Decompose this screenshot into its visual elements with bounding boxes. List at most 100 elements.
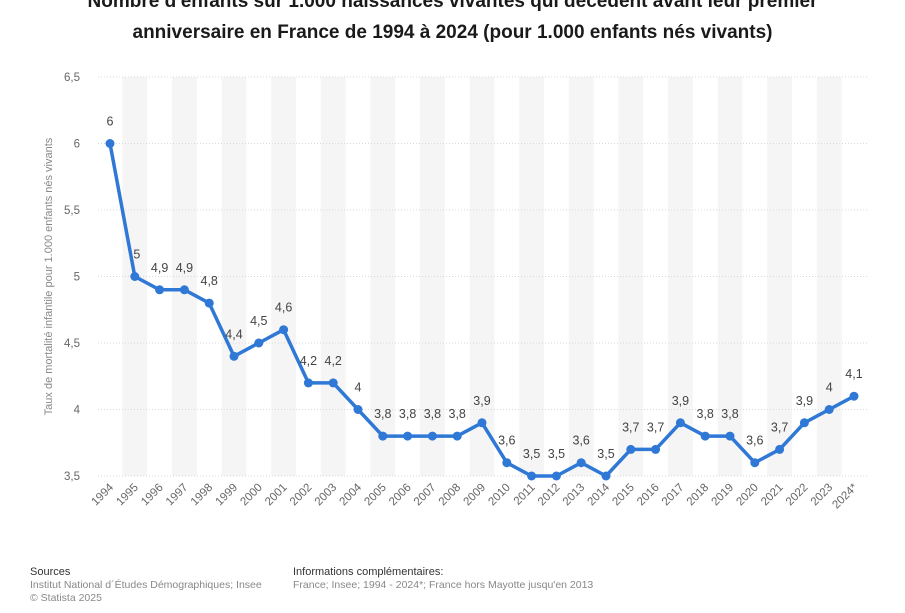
data-label: 3,6 <box>573 434 590 448</box>
data-point <box>527 471 537 481</box>
data-label: 3,6 <box>746 434 763 448</box>
x-tick-label: 1996 <box>139 482 166 509</box>
data-label: 6 <box>107 115 114 129</box>
chart-title: Nombre d'enfants sur 1.000 naissances vi… <box>0 0 905 48</box>
x-axis-ticks: 1994199519961997199819992000200120022003… <box>90 481 861 511</box>
data-label: 5 <box>133 248 140 262</box>
x-tick-label: 2010 <box>486 482 513 509</box>
data-point <box>775 444 785 454</box>
column-band <box>816 77 842 476</box>
data-label: 3,8 <box>449 407 466 421</box>
x-tick-label: 2013 <box>561 482 588 509</box>
data-point <box>700 431 710 441</box>
footer-sources: Sources Institut National d´Études Démog… <box>30 566 262 605</box>
column-band <box>618 77 644 476</box>
data-label: 3,6 <box>498 434 515 448</box>
info-heading: Informations complémentaires: <box>293 566 444 578</box>
data-label: 3,8 <box>721 407 738 421</box>
data-label: 3,8 <box>424 407 441 421</box>
x-tick-label: 2018 <box>685 482 712 509</box>
data-point <box>378 431 388 441</box>
data-point <box>353 405 363 414</box>
y-tick-label: 6,5 <box>64 72 80 84</box>
data-point <box>204 298 214 308</box>
x-tick-label: 2024* <box>830 481 860 511</box>
data-points <box>105 139 859 481</box>
data-point <box>824 405 834 414</box>
y-tick-label: 4,5 <box>64 338 80 350</box>
x-tick-label: 2005 <box>362 482 389 509</box>
data-point <box>551 471 561 481</box>
grid-lines <box>98 76 868 477</box>
data-point <box>254 338 264 348</box>
y-tick-label: 3,5 <box>64 471 80 483</box>
data-point <box>155 285 165 295</box>
chart-title-line-2: anniversaire en France de 1994 à 2024 (p… <box>132 22 773 43</box>
x-tick-label: 2020 <box>734 482 761 509</box>
data-label: 4,5 <box>250 314 267 328</box>
data-label: 4,2 <box>325 354 342 368</box>
data-label: 4,9 <box>176 261 193 275</box>
data-point <box>502 458 512 468</box>
column-band <box>717 77 743 476</box>
chart-title-line-1: Nombre d'enfants sur 1.000 naissances vi… <box>87 0 818 12</box>
data-label: 4 <box>355 381 362 395</box>
data-point <box>477 418 487 428</box>
x-tick-label: 1995 <box>114 482 141 509</box>
data-point <box>105 139 115 148</box>
x-tick-label: 2019 <box>710 482 737 509</box>
data-point <box>229 351 239 361</box>
data-point <box>799 418 809 428</box>
data-label: 3,5 <box>548 447 565 461</box>
y-axis-label: Taux de mortalité infantile pour 1.000 e… <box>43 137 55 415</box>
x-tick-label: 1994 <box>90 481 117 508</box>
column-band <box>172 77 197 476</box>
data-label: 3,7 <box>647 420 664 434</box>
x-tick-label: 2009 <box>462 482 489 509</box>
y-tick-label: 4 <box>74 405 81 417</box>
data-point <box>130 272 140 281</box>
data-label: 3,9 <box>473 394 490 408</box>
data-label: 3,5 <box>597 447 614 461</box>
x-tick-label: 2006 <box>387 482 414 509</box>
data-label: 4,6 <box>275 301 292 315</box>
data-point <box>403 431 413 441</box>
data-point <box>179 285 189 295</box>
x-tick-label: 2021 <box>759 482 786 509</box>
x-tick-label: 2015 <box>610 482 637 509</box>
sources-heading: Sources <box>30 566 71 578</box>
data-label: 3,8 <box>697 407 714 421</box>
data-label: 3,5 <box>523 447 540 461</box>
column-band <box>271 77 296 476</box>
y-tick-label: 6 <box>74 139 80 151</box>
data-label: 3,9 <box>796 394 813 408</box>
y-tick-label: 5 <box>74 272 80 284</box>
data-label: 3,7 <box>622 420 639 434</box>
data-point <box>427 431 437 441</box>
column-band <box>519 77 544 476</box>
data-point <box>452 431 462 441</box>
x-tick-label: 2022 <box>784 482 811 509</box>
data-label: 3,8 <box>399 407 416 421</box>
data-point <box>849 391 859 401</box>
data-label: 4,8 <box>201 274 218 288</box>
x-tick-label: 2011 <box>512 482 538 508</box>
x-tick-label: 2000 <box>238 482 265 509</box>
line-chart: 3,5 4 4,5 5 5,5 6 6,5 199419951996199719981999… <box>43 72 868 511</box>
data-label: 3,7 <box>771 420 788 434</box>
data-label: 4,4 <box>225 327 242 341</box>
data-point <box>626 444 636 454</box>
data-label: 4,2 <box>300 354 317 368</box>
x-tick-label: 2003 <box>313 482 340 509</box>
x-tick-label: 2001 <box>263 482 290 509</box>
footer-info: Informations complémentaires: France; In… <box>293 566 593 592</box>
data-point <box>303 378 313 388</box>
x-tick-label: 2017 <box>660 482 687 509</box>
x-tick-label: 1997 <box>164 482 191 509</box>
data-point <box>725 431 735 441</box>
info-line-1: France; Insee; 1994 - 2024*; France hors… <box>293 579 594 591</box>
y-axis-ticks: 3,5 4 4,5 5 5,5 6 6,5 <box>64 72 81 483</box>
x-tick-label: 2007 <box>412 482 439 509</box>
data-label: 3,8 <box>374 407 391 421</box>
data-label: 3,9 <box>672 394 689 408</box>
